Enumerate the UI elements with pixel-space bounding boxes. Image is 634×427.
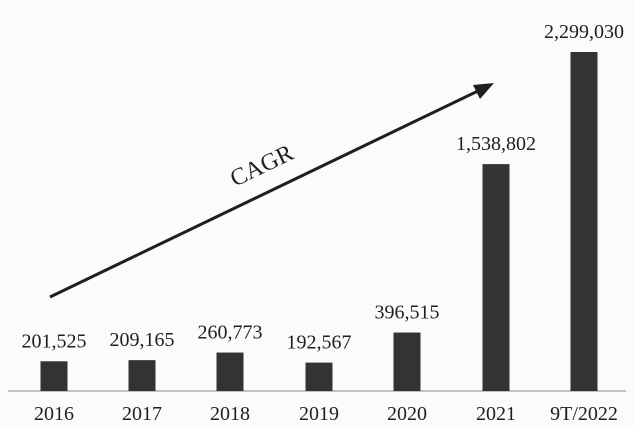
value-label-2016: 201,525 <box>22 330 87 352</box>
bar-2016 <box>40 361 68 391</box>
cagr-arrow-shaft <box>49 88 481 299</box>
bars-group <box>40 52 598 391</box>
x-tick-label-2016: 2016 <box>34 403 74 425</box>
x-tick-label-2021: 2021 <box>476 403 516 425</box>
x-tick-label-2018: 2018 <box>210 403 250 425</box>
bar-2019 <box>305 362 333 391</box>
bar-9t-2022 <box>570 52 598 391</box>
value-label-2020: 396,515 <box>375 302 440 324</box>
x-tick-label-2017: 2017 <box>122 403 162 425</box>
value-label-2018: 260,773 <box>198 322 263 344</box>
bar-2020 <box>393 332 421 391</box>
cagr-arrow: CAGR <box>49 83 494 299</box>
bar-2018 <box>216 352 244 391</box>
bar-2021 <box>482 164 510 391</box>
cagr-arrow-head <box>473 83 494 99</box>
x-tick-label-2020: 2020 <box>387 403 427 425</box>
x-tick-labels-group: 2016 2017 2018 2019 2020 2021 9T/2022 <box>34 403 618 425</box>
value-label-2019: 192,567 <box>287 332 352 354</box>
value-labels-group: 201,525 209,165 260,773 192,567 396,515 1,538… <box>22 21 625 354</box>
x-tick-label-9t-2022: 9T/2022 <box>550 403 618 425</box>
bar-2017 <box>128 360 156 391</box>
value-label-9t-2022: 2,299,030 <box>544 21 624 43</box>
x-tick-label-2019: 2019 <box>299 403 339 425</box>
value-label-2017: 209,165 <box>110 329 175 351</box>
value-label-2021: 1,538,802 <box>456 133 536 155</box>
